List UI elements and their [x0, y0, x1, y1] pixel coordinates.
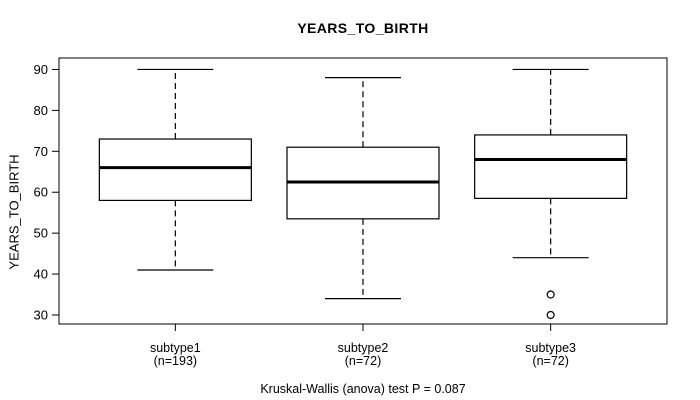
chart-title: YEARS_TO_BIRTH [297, 20, 429, 36]
x-group-label: subtype3 [525, 341, 576, 355]
y-tick-label: 50 [34, 226, 48, 241]
outlier-point [546, 310, 555, 320]
x-group-count-label: (n=72) [345, 354, 381, 368]
y-tick-label: 30 [34, 307, 48, 322]
x-group-count-label: (n=72) [532, 354, 568, 368]
y-tick-label: 60 [34, 185, 48, 200]
y-tick-label: 90 [34, 62, 48, 77]
y-tick-label: 80 [34, 103, 48, 118]
x-group-label: subtype2 [338, 341, 389, 355]
x-group-label: subtype1 [150, 341, 201, 355]
iqr-box [474, 134, 628, 199]
stat-test-caption: Kruskal-Wallis (anova) test P = 0.087 [260, 382, 466, 396]
iqr-box [98, 138, 252, 202]
y-tick-label: 70 [34, 144, 48, 159]
y-tick-label: 40 [34, 267, 48, 282]
outlier-point [546, 290, 555, 299]
x-group-count-label: (n=193) [154, 354, 197, 368]
